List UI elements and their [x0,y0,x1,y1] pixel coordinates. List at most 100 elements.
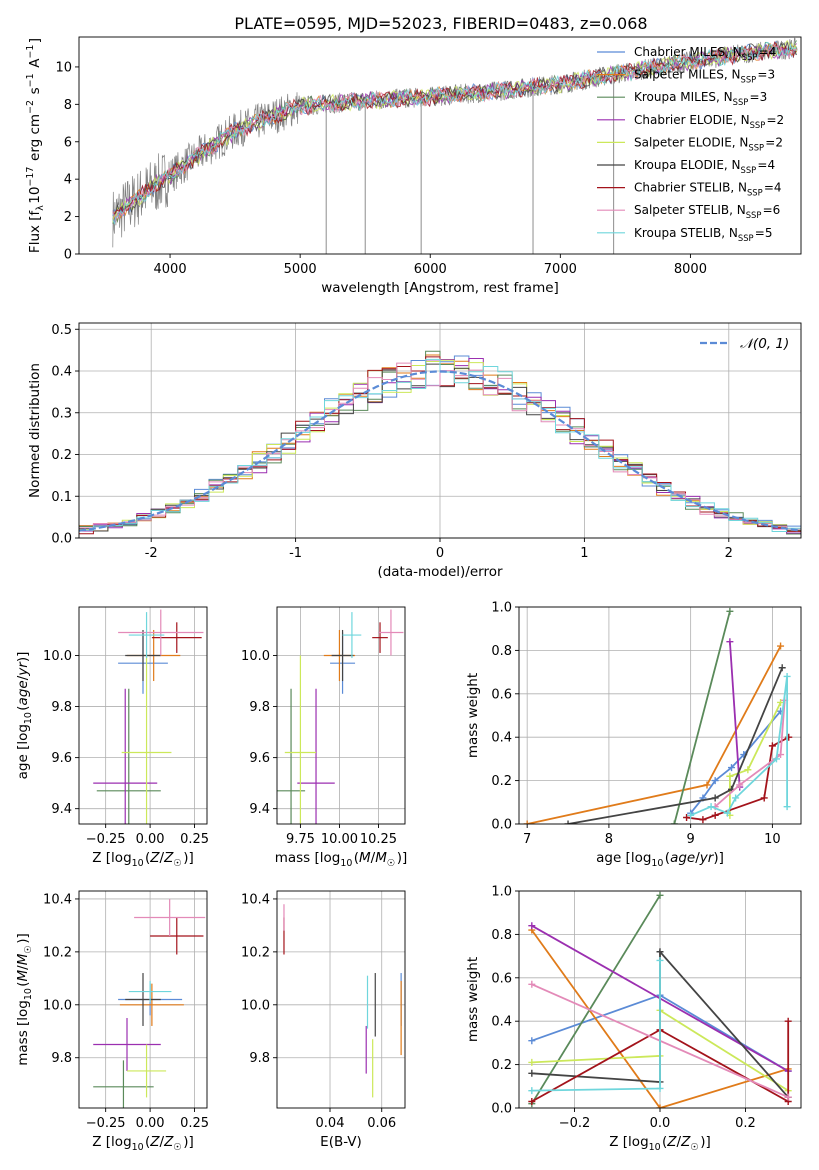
y-tick-label: 10.0 [241,649,270,664]
data-point-errorbar [93,1060,154,1108]
series-line [531,1021,790,1104]
y-tick-label: 0.4 [51,365,72,380]
y-tick-label: 0.2 [51,448,72,463]
series-marker [711,794,719,802]
x-axis-label: age [log10 (age/yr)] [596,850,724,869]
x-axis-label: E(B-V) [320,1134,362,1150]
data-point-errorbar [150,917,204,955]
data-point-errorbar [342,612,362,659]
x-tick-label: 7 [523,832,531,847]
y-tick-label: 9.8 [249,1051,270,1066]
y-tick-label: 1.0 [491,885,512,900]
x-tick-label: −0.25 [86,832,126,847]
y-tick-label: 0.4 [491,1015,512,1030]
x-tick-label: -2 [145,546,158,561]
panel-residual_histogram: -2 -1 0 1 2 0.0 0.1 0.2 0.3 0.4 0.5 (data-model)/er… [27,322,802,580]
axes-frame [276,890,406,1109]
y-tick-label: 0 [64,248,72,263]
series-marker [726,772,734,780]
x-tick-label: 0.2 [735,1116,756,1131]
axes-frame [78,36,802,255]
data-point-errorbar [118,609,204,656]
series-marker [528,922,536,930]
y-tick-label: 0.4 [491,731,512,746]
plot-area [112,37,798,254]
series-marker [656,891,664,899]
y-tick-label: 8 [64,98,72,113]
series-marker [768,742,776,750]
y-axis-label: Flux [fλ 10−17 erg cm−2 s−1 A−1 ] [25,38,46,253]
axes-frame [276,606,406,825]
model-spectrum [112,41,797,225]
series-line [531,929,789,1108]
normal-reference-curve [79,370,799,532]
x-tick-label: 0.00 [136,832,165,847]
series-marker [656,948,664,956]
data-point-errorbar [134,898,206,936]
plot-area [283,904,402,1098]
data-point-errorbar [372,622,388,653]
series-marker [703,781,711,789]
series-marker [528,1037,536,1045]
x-axis-label: Z [log10 (Z/Z☉ )] [92,850,193,869]
x-tick-label: 2 [725,546,733,561]
y-tick-label: 1.0 [491,601,512,616]
y-axis-label: mass [log10 (M/M☉ )] [15,933,34,1066]
y-tick-label: 0.5 [51,323,72,338]
data-point-errorbar [127,1044,167,1098]
x-axis-label: mass [log10 (M/M☉ )] [275,850,408,869]
series-marker [528,1087,536,1095]
panel-age_vs_Z: −0.25 0.00 0.25 9.4 9.6 9.8 10.0 Z [log10 (Z/Z☉… [15,606,209,869]
x-tick-label: 6000 [414,262,447,277]
y-tick-label: 6 [64,135,72,150]
data-point-errorbar [331,629,354,682]
series-line [673,611,731,824]
x-tick-label: -1 [289,546,302,561]
data-point-errorbar [96,688,161,824]
y-axis-label: age [log10 (age/yr)] [15,652,34,780]
y-tick-label: 9.4 [249,802,270,817]
x-tick-label: 0.06 [367,1116,396,1131]
series-marker [784,1017,792,1025]
x-tick-label: 0.0 [650,1116,671,1131]
data-point-errorbar [378,609,404,656]
series-marker [728,764,736,772]
series-marker [726,607,734,615]
y-tick-label: 0.1 [51,490,72,505]
series-marker [528,1058,536,1066]
plot-area [79,350,801,535]
y-tick-label: 10.4 [43,892,72,907]
x-tick-label: 0.25 [180,1116,209,1131]
series-marker [528,1097,536,1105]
series-line [729,641,741,788]
plot-area [277,609,404,824]
y-tick-label: 10.2 [241,945,270,960]
legend-entry: Kroupa STELIB, NSSP =5 [634,226,772,243]
data-point-errorbar [125,973,161,1026]
x-tick-label: 9.75 [286,832,315,847]
panel-spectrum: 4000 5000 6000 7000 8000 0 2 4 6 8 10 wavelength [A… [25,36,802,296]
x-tick-label: 0.00 [136,1116,165,1131]
y-tick-label: 9.8 [249,700,270,715]
x-tick-label: 0.25 [180,832,209,847]
x-tick-label: 9 [687,832,695,847]
series-marker [711,811,719,819]
histogram-step [79,358,801,532]
x-tick-label: 0 [436,546,444,561]
series-marker [736,781,744,789]
legend-entry: Salpeter ELODIE, NSSP =2 [634,135,783,152]
y-tick-label: 0.6 [491,687,512,702]
histogram-step [79,362,801,530]
y-tick-label: 10.0 [43,649,72,664]
legend-entry: Chabrier MILES, NSSP =4 [634,45,776,62]
data-point-errorbar [93,1018,161,1071]
x-tick-label: 8 [605,832,613,847]
axes-frame [518,606,802,825]
y-axis-label: Normed distribution [27,363,43,498]
series-marker [528,1069,536,1077]
y-axis-label: mass weight [465,957,481,1042]
series-marker [656,956,664,964]
panel-mass_vs_Z: −0.25 0.00 0.25 9.8 10.0 10.2 10.4 Z [log10 (Z/… [15,890,209,1153]
panel-mass_weight_vs_age: 7 8 9 10 0.0 0.2 0.4 0.6 0.8 1.0 age [log10 (age/y… [465,601,802,869]
